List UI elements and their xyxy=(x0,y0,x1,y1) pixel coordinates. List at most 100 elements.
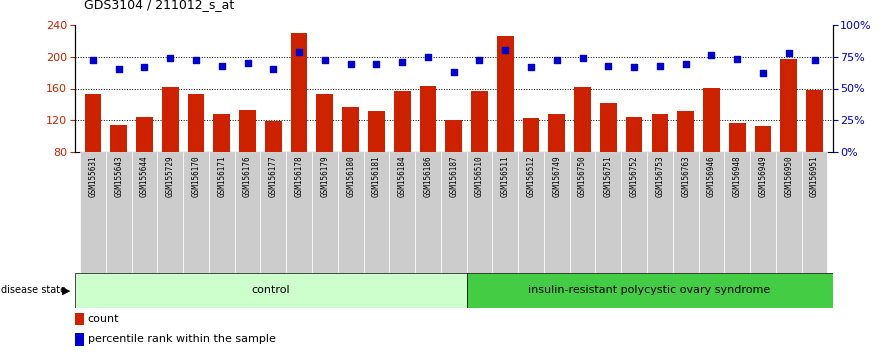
Text: GSM156951: GSM156951 xyxy=(810,156,819,198)
Text: GSM156178: GSM156178 xyxy=(294,156,304,198)
Bar xyxy=(596,152,621,273)
Text: GSM156763: GSM156763 xyxy=(681,156,690,198)
Bar xyxy=(652,114,669,152)
Point xyxy=(241,60,255,66)
Text: control: control xyxy=(251,285,290,295)
Point xyxy=(781,50,796,56)
Text: GSM156512: GSM156512 xyxy=(527,156,536,198)
Text: percentile rank within the sample: percentile rank within the sample xyxy=(87,334,276,344)
Bar xyxy=(626,117,642,152)
Point xyxy=(602,63,616,68)
Point xyxy=(627,64,641,70)
Text: GSM156752: GSM156752 xyxy=(630,156,639,198)
Point xyxy=(344,62,358,67)
Text: GSM156186: GSM156186 xyxy=(424,156,433,198)
Bar xyxy=(80,152,106,273)
Bar xyxy=(729,123,745,152)
Point xyxy=(266,67,280,72)
Bar xyxy=(342,107,359,152)
Text: GSM156184: GSM156184 xyxy=(397,156,407,198)
Point xyxy=(524,64,538,70)
Text: GSM156176: GSM156176 xyxy=(243,156,252,198)
Bar xyxy=(647,152,673,273)
Bar xyxy=(183,152,209,273)
Text: GSM156750: GSM156750 xyxy=(578,156,587,198)
Text: ▶: ▶ xyxy=(62,285,70,295)
Bar xyxy=(158,152,183,273)
Bar xyxy=(467,152,492,273)
Bar xyxy=(209,152,234,273)
Bar xyxy=(234,152,261,273)
Bar xyxy=(213,114,230,152)
Text: GSM155729: GSM155729 xyxy=(166,156,174,198)
Bar xyxy=(518,152,544,273)
Bar xyxy=(286,152,312,273)
Text: GSM156510: GSM156510 xyxy=(475,156,484,198)
Bar xyxy=(677,111,694,152)
Point xyxy=(215,63,229,68)
Bar xyxy=(162,87,179,152)
Bar xyxy=(415,152,440,273)
Point xyxy=(705,52,719,58)
Bar xyxy=(364,152,389,273)
Text: GSM156170: GSM156170 xyxy=(191,156,201,198)
Bar xyxy=(802,152,827,273)
Bar xyxy=(136,117,152,152)
Bar xyxy=(368,111,385,152)
Text: GSM156511: GSM156511 xyxy=(500,156,510,198)
Bar xyxy=(265,121,282,152)
Text: GSM156181: GSM156181 xyxy=(372,156,381,198)
Text: GSM155631: GSM155631 xyxy=(88,156,98,198)
Bar xyxy=(445,120,463,152)
Bar xyxy=(497,36,514,152)
Bar xyxy=(699,152,724,273)
Text: GSM156179: GSM156179 xyxy=(321,156,329,198)
Bar xyxy=(75,273,467,308)
Text: GDS3104 / 211012_s_at: GDS3104 / 211012_s_at xyxy=(84,0,234,11)
Point xyxy=(447,69,461,75)
Bar xyxy=(750,152,776,273)
Bar xyxy=(467,273,833,308)
Bar xyxy=(548,114,566,152)
Point xyxy=(472,58,486,63)
Point xyxy=(678,62,692,67)
Bar xyxy=(522,118,539,152)
Bar xyxy=(337,152,364,273)
Point xyxy=(421,54,435,59)
Bar xyxy=(755,126,772,152)
Bar xyxy=(389,152,415,273)
Point xyxy=(730,56,744,62)
Bar xyxy=(85,94,101,152)
Bar xyxy=(806,90,823,152)
Text: GSM156180: GSM156180 xyxy=(346,156,355,198)
Bar xyxy=(600,103,617,152)
Bar xyxy=(440,152,467,273)
Text: GSM156177: GSM156177 xyxy=(269,156,278,198)
Bar xyxy=(492,152,518,273)
Bar xyxy=(703,88,720,152)
Point xyxy=(808,58,822,63)
Point xyxy=(499,47,513,53)
Text: GSM156751: GSM156751 xyxy=(603,156,613,198)
Text: GSM156187: GSM156187 xyxy=(449,156,458,198)
Text: GSM155643: GSM155643 xyxy=(115,156,123,198)
Text: count: count xyxy=(87,314,119,324)
Bar xyxy=(75,333,84,346)
Bar xyxy=(471,91,488,152)
Bar xyxy=(776,152,802,273)
Text: GSM156171: GSM156171 xyxy=(218,156,226,198)
Text: insulin-resistant polycystic ovary syndrome: insulin-resistant polycystic ovary syndr… xyxy=(529,285,771,295)
Bar xyxy=(673,152,699,273)
Point xyxy=(575,55,589,61)
Text: GSM156749: GSM156749 xyxy=(552,156,561,198)
Bar xyxy=(110,125,127,152)
Text: GSM156949: GSM156949 xyxy=(759,156,767,198)
Point xyxy=(189,58,203,63)
Bar xyxy=(724,152,750,273)
Bar xyxy=(131,152,158,273)
Text: GSM156946: GSM156946 xyxy=(707,156,716,198)
Bar xyxy=(544,152,570,273)
Point xyxy=(112,67,126,72)
Point xyxy=(550,58,564,63)
Bar xyxy=(261,152,286,273)
